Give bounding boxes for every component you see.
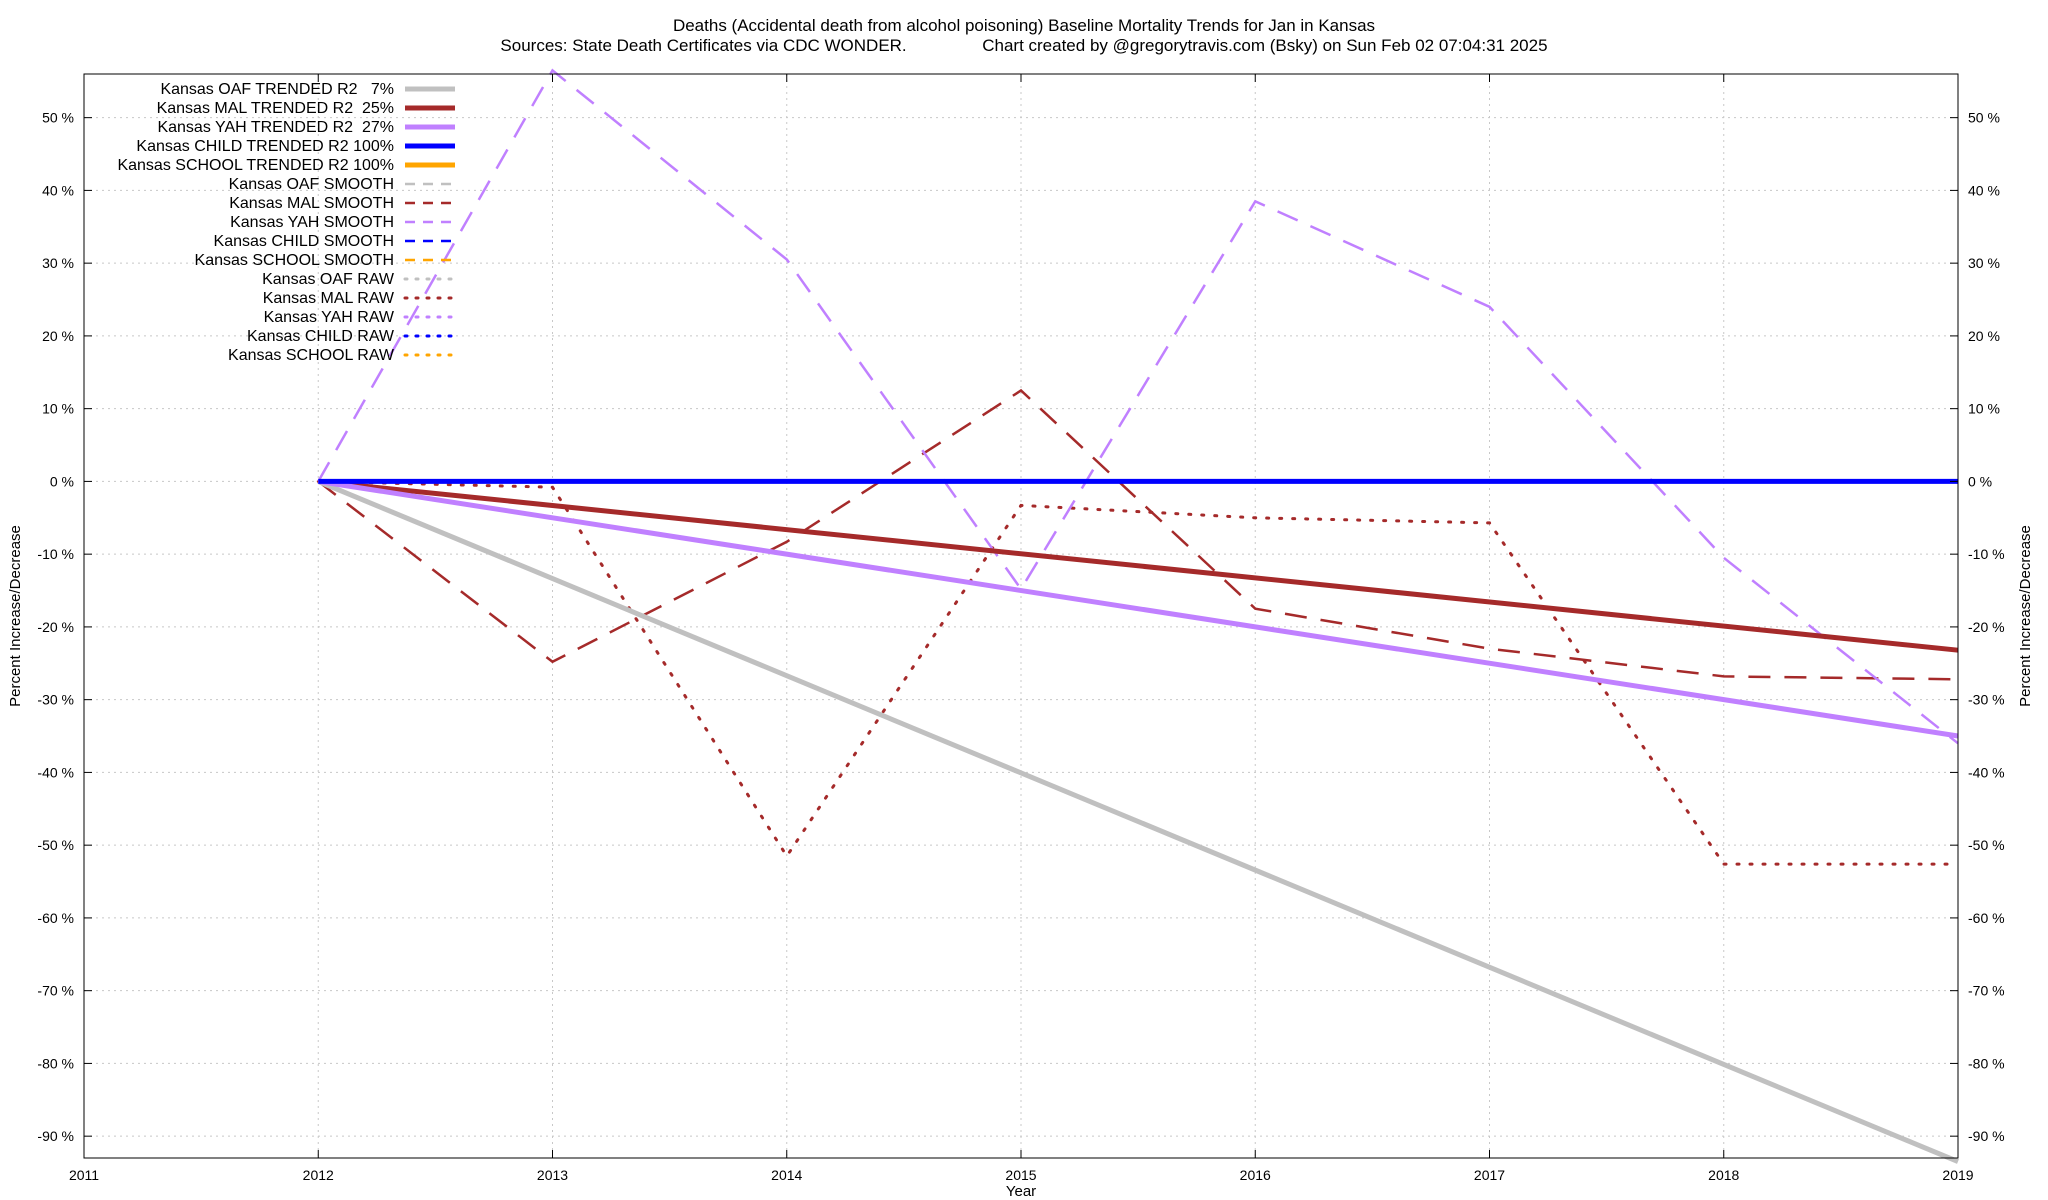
- legend-label: Kansas MAL SMOOTH: [229, 195, 394, 212]
- y-tick-label-right: -50 %: [1968, 837, 2005, 853]
- y-tick-label-left: -80 %: [37, 1055, 74, 1071]
- x-tick-label: 2018: [1708, 1167, 1739, 1183]
- x-tick-label: 2016: [1240, 1167, 1271, 1183]
- y-tick-label-right: 10 %: [1968, 401, 2000, 417]
- y-tick-label-left: -10 %: [37, 546, 74, 562]
- series-line-7: [317, 68, 1959, 745]
- plot-series: [316, 68, 1960, 1164]
- y-tick-label-left: 30 %: [42, 255, 74, 271]
- x-tick-label: 2012: [303, 1167, 334, 1183]
- y-tick-label-left: 0 %: [50, 473, 74, 489]
- legend-label: Kansas OAF TRENDED R2 7%: [160, 81, 394, 98]
- y-tick-label-right: 40 %: [1968, 182, 2000, 198]
- series-line-11: [316, 479, 1960, 866]
- y-tick-label-left: -60 %: [37, 910, 74, 926]
- x-tick-label: 2019: [1942, 1167, 1973, 1183]
- y-tick-label-right: -70 %: [1968, 983, 2005, 999]
- legend-label: Kansas SCHOOL RAW: [228, 347, 395, 364]
- legend-label: Kansas OAF RAW: [262, 271, 395, 288]
- y-tick-label-right: -30 %: [1968, 692, 2005, 708]
- chart-subtitle: Sources: State Death Certificates via CD…: [500, 36, 1547, 55]
- legend-label: Kansas OAF SMOOTH: [229, 176, 394, 193]
- legend-label: Kansas MAL RAW: [263, 290, 395, 307]
- y-tick-label-left: -90 %: [37, 1128, 74, 1144]
- y-tick-label-right: -20 %: [1968, 619, 2005, 635]
- y-tick-label-right: 50 %: [1968, 110, 2000, 126]
- y-tick-label-left: -20 %: [37, 619, 74, 635]
- y-tick-label-left: 50 %: [42, 110, 74, 126]
- y-tick-label-left: -30 %: [37, 692, 74, 708]
- axes: 2011 2012 2013 2014 2015 2016 2017 2018 2019 50 %…: [37, 74, 2005, 1183]
- y-tick-label-right: -90 %: [1968, 1128, 2005, 1144]
- legend-label: Kansas MAL TRENDED R2 25%: [157, 100, 394, 117]
- y-tick-label-right: -60 %: [1968, 910, 2005, 926]
- chart-title: Deaths (Accidental death from alcohol po…: [673, 16, 1375, 35]
- series-line-2: [317, 478, 1959, 739]
- y-tick-label-right: 20 %: [1968, 328, 2000, 344]
- y-tick-label-left: -40 %: [37, 764, 74, 780]
- legend-label: Kansas YAH TRENDED R2 27%: [157, 119, 394, 136]
- y-tick-label-left: -70 %: [37, 983, 74, 999]
- y-tick-label-right: 30 %: [1968, 255, 2000, 271]
- legend-label: Kansas YAH RAW: [264, 309, 395, 326]
- legend-label: Kansas CHILD SMOOTH: [214, 233, 394, 250]
- legend-label: Kansas SCHOOL SMOOTH: [195, 252, 394, 269]
- y-axis-label-left: Percent Increase/Decrease: [7, 525, 24, 707]
- legend-label: Kansas CHILD RAW: [247, 328, 395, 345]
- y-tick-label-right: -80 %: [1968, 1055, 2005, 1071]
- legend-label: Kansas SCHOOL TRENDED R2 100%: [117, 157, 394, 174]
- legend: Kansas OAF TRENDED R2 7% Kansas MAL TREND…: [117, 81, 457, 364]
- y-tick-label-left: 10 %: [42, 401, 74, 417]
- x-tick-label: 2011: [69, 1167, 99, 1183]
- y-tick-label-left: 20 %: [42, 328, 74, 344]
- legend-label: Kansas CHILD TRENDED R2 100%: [136, 138, 394, 155]
- x-tick-label: 2017: [1474, 1167, 1505, 1183]
- legend-label: Kansas YAH SMOOTH: [230, 214, 394, 231]
- y-tick-label-right: -10 %: [1968, 546, 2005, 562]
- x-tick-label: 2014: [771, 1167, 802, 1183]
- y-tick-label-right: -40 %: [1968, 764, 2005, 780]
- y-tick-label-left: -50 %: [37, 837, 74, 853]
- x-axis-label: Year: [1006, 1183, 1036, 1200]
- y-tick-label-right: 0 %: [1968, 473, 1992, 489]
- x-tick-label: 2015: [1005, 1167, 1036, 1183]
- series-line-0: [317, 479, 1959, 1164]
- y-tick-label-left: 40 %: [42, 182, 74, 198]
- x-tick-label: 2013: [537, 1167, 568, 1183]
- series-line-6: [317, 388, 1959, 681]
- series-line-1: [318, 478, 1959, 653]
- y-axis-label-right: Percent Increase/Decrease: [2017, 525, 2034, 707]
